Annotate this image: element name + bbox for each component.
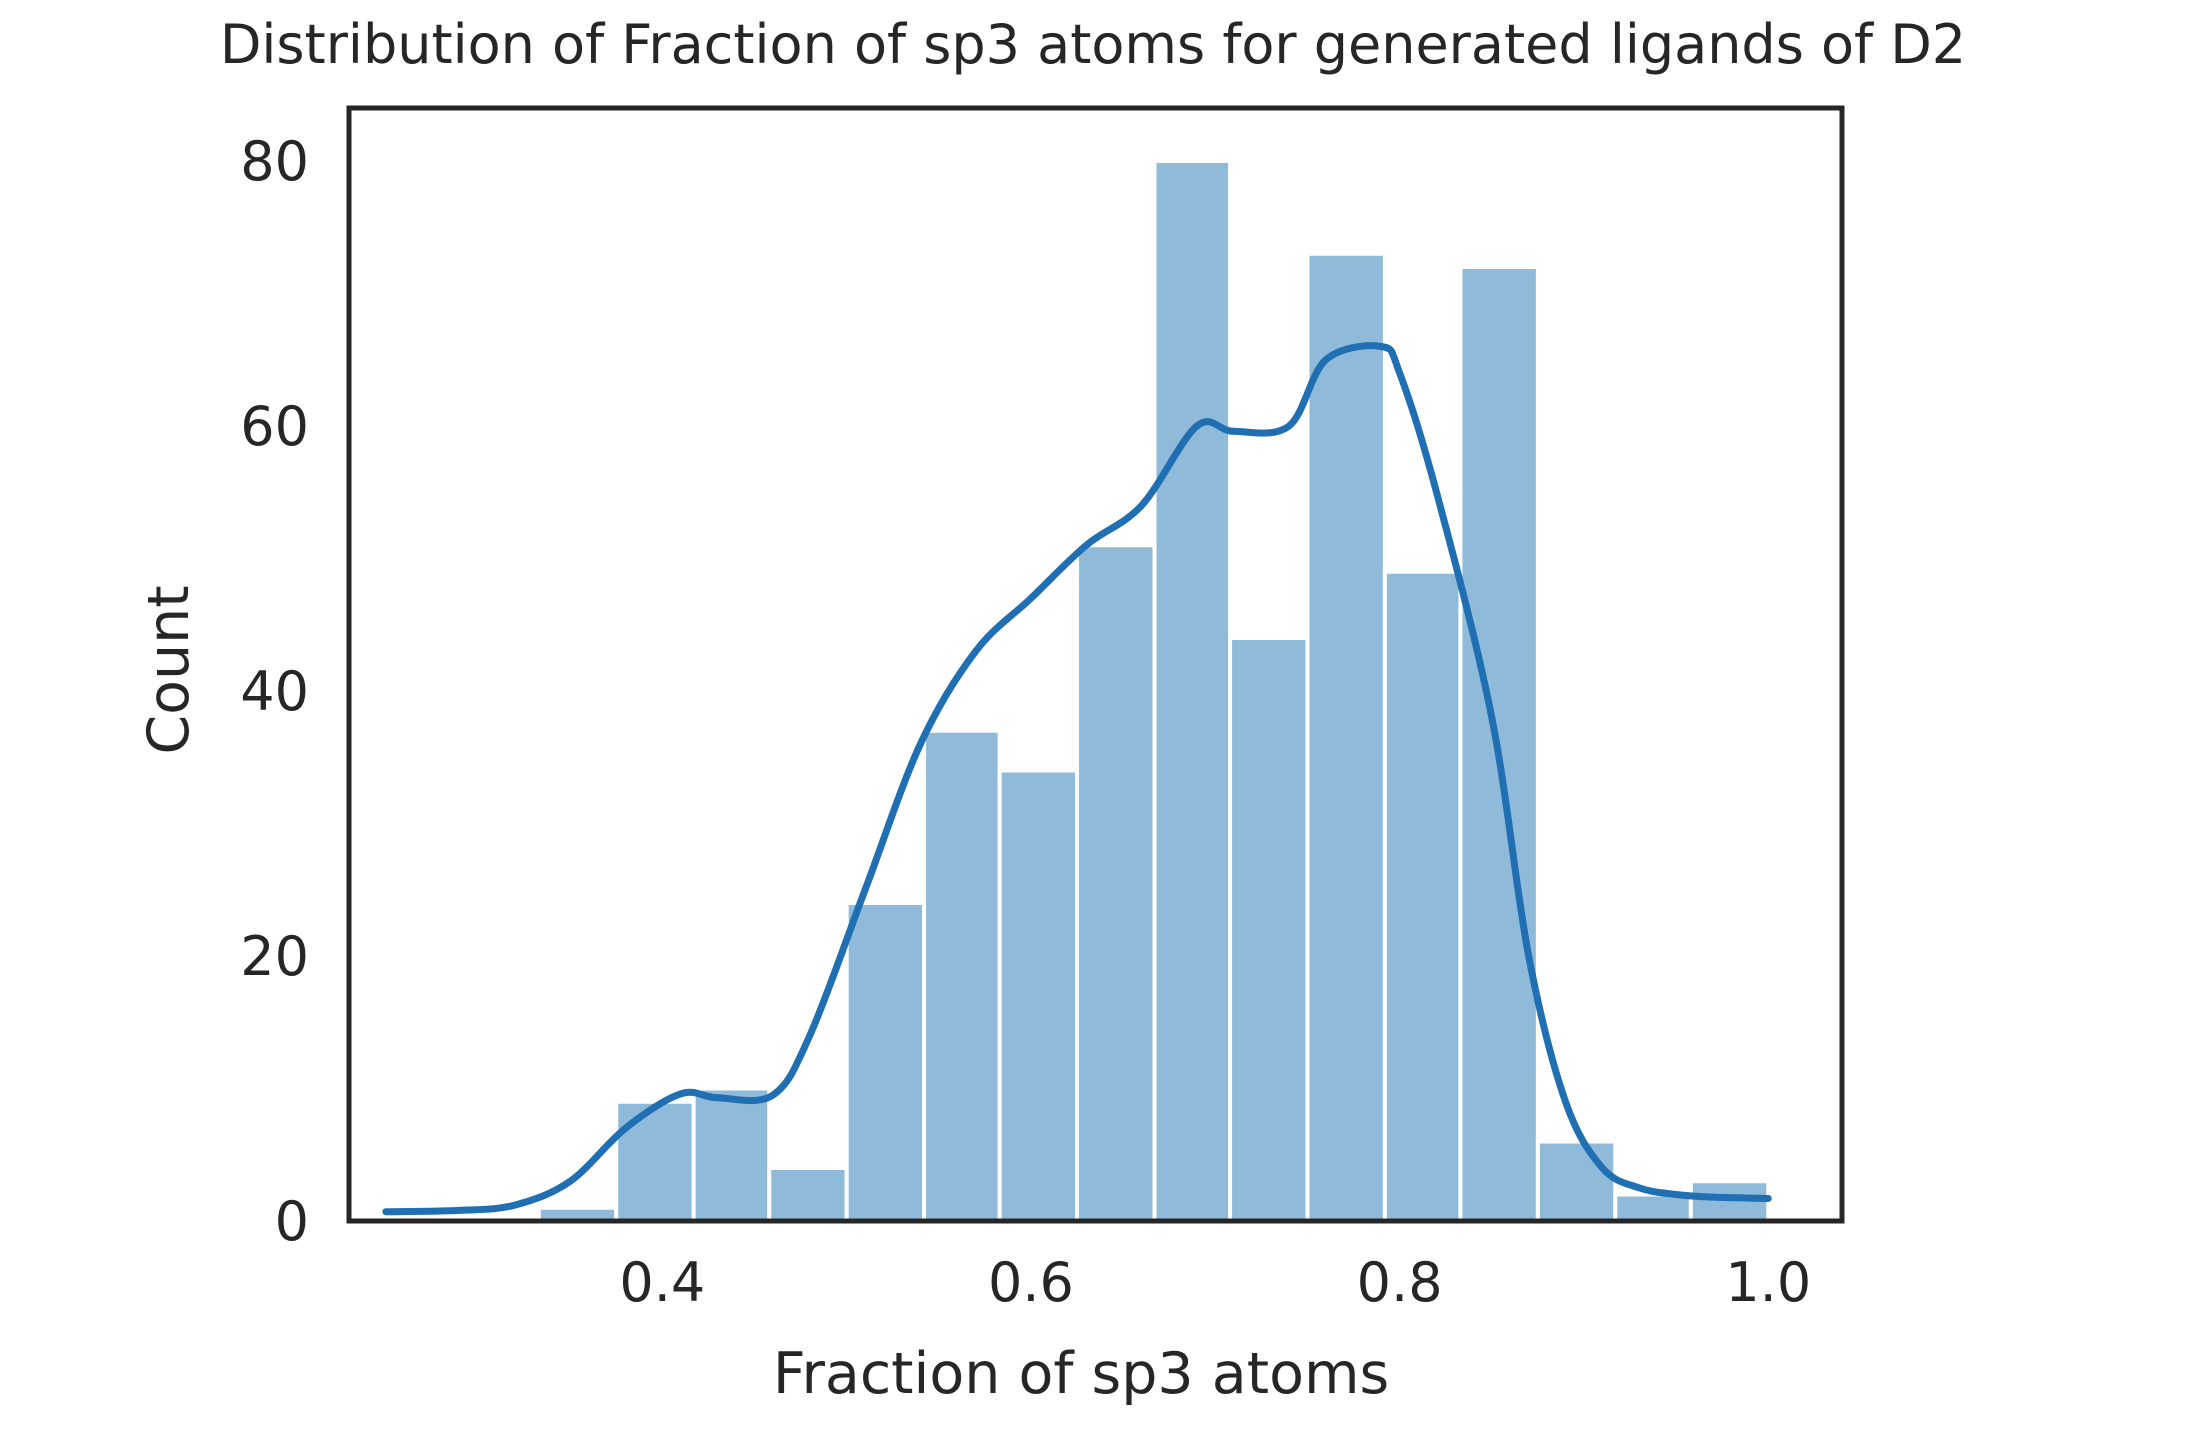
y-axis-label: Count (136, 585, 202, 754)
x-axis-label: Fraction of sp3 atoms (773, 1341, 1389, 1407)
histogram-bar (1228, 636, 1310, 1223)
x-tick-label: 0.6 (988, 1251, 1074, 1314)
histogram-bar (614, 1099, 696, 1223)
x-axis-ticks: 0.4 0.6 0.8 1.0 (619, 1251, 1811, 1314)
axes-frame (346, 105, 1845, 1224)
y-tick-label: 40 (240, 660, 309, 723)
histogram-bar (1382, 569, 1463, 1223)
histogram-bar (691, 1086, 772, 1223)
histogram-bar (922, 728, 1002, 1223)
histogram-bar (767, 1166, 849, 1223)
histogram-bar (844, 901, 927, 1223)
x-tick-label: 1.0 (1725, 1251, 1811, 1314)
histogram-bar (1152, 159, 1233, 1223)
y-tick-label: 0 (275, 1190, 309, 1253)
y-tick-label: 20 (240, 925, 309, 988)
histogram-bar (1613, 1192, 1693, 1223)
histogram-bar (1305, 251, 1387, 1223)
histogram-bar (1535, 1139, 1618, 1223)
y-axis-ticks: 0 20 40 60 80 (240, 130, 309, 1253)
histogram-bars (536, 159, 1771, 1223)
kde-curve (382, 342, 1772, 1216)
x-tick-label: 0.8 (1357, 1251, 1443, 1314)
histogram-bar (997, 768, 1080, 1223)
chart-title: Distribution of Fraction of sp3 atoms fo… (220, 13, 1966, 76)
x-tick-label: 0.4 (619, 1251, 705, 1314)
y-tick-label: 60 (240, 395, 309, 458)
y-tick-label: 80 (240, 130, 309, 193)
histogram-bar (1075, 543, 1157, 1223)
